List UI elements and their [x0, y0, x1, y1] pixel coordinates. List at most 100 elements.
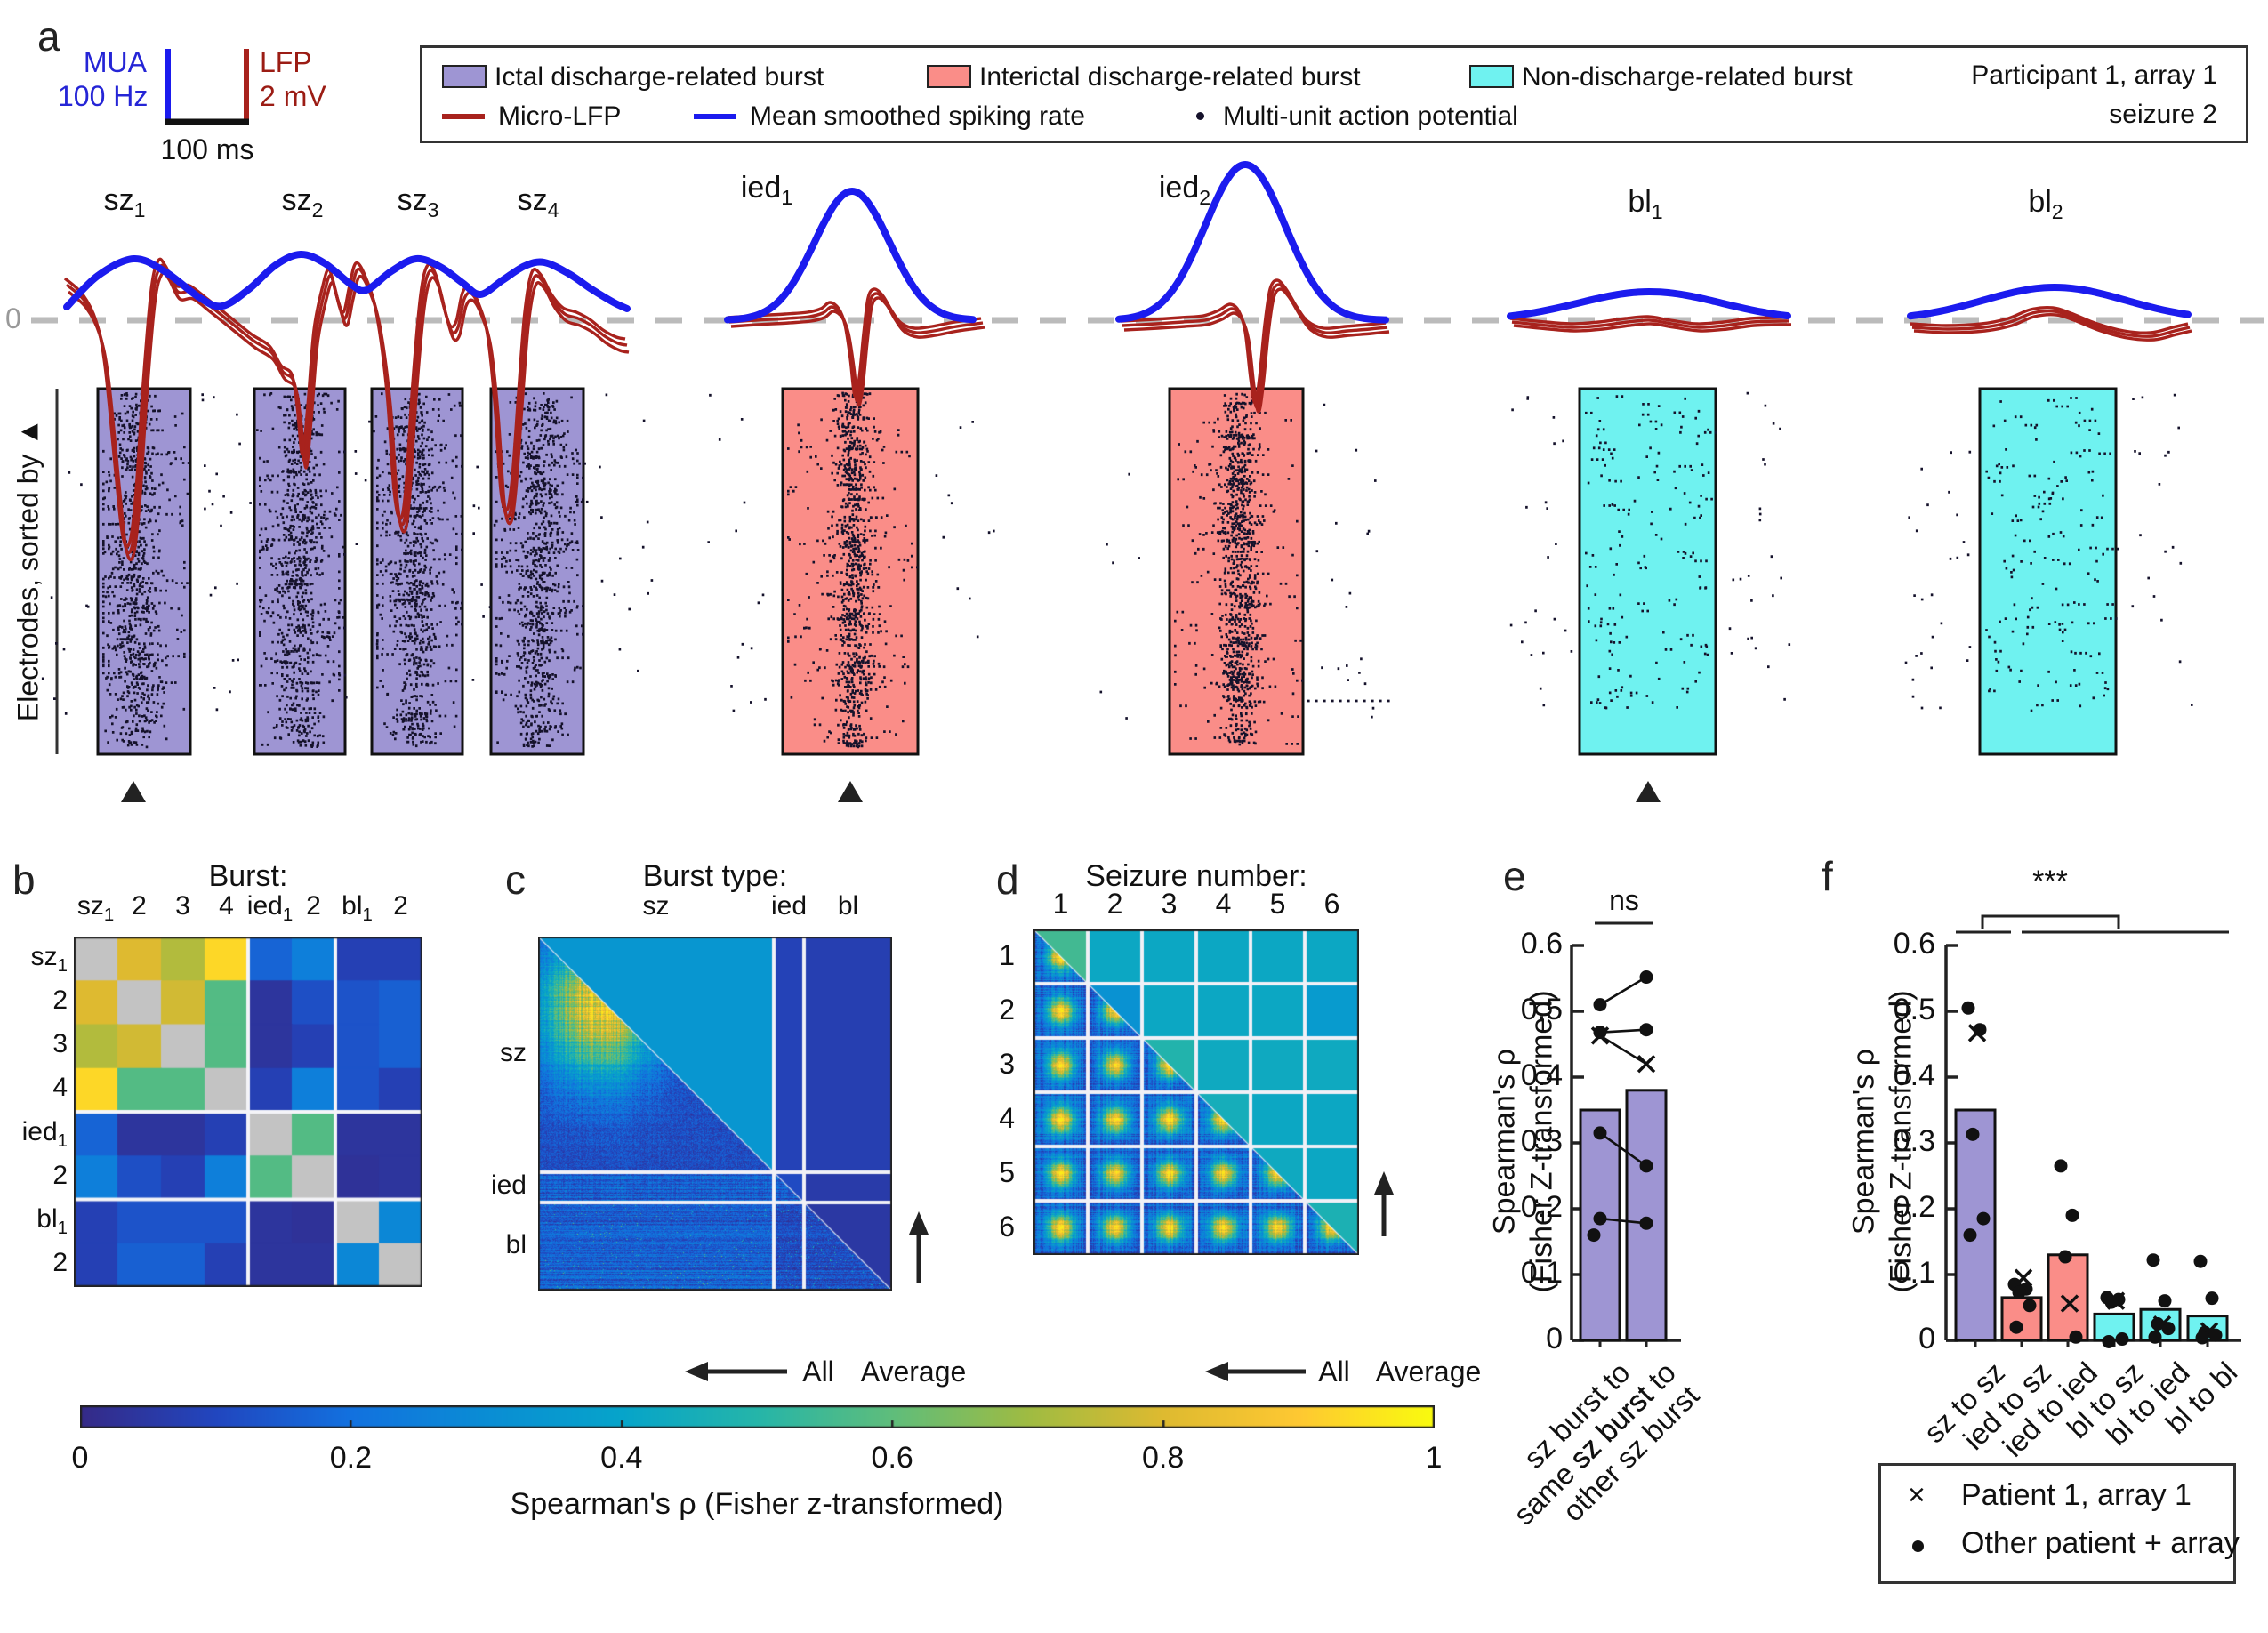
- panel-d-title: Seizure number:: [1085, 859, 1307, 893]
- b-col-label-4: ied1: [246, 891, 294, 925]
- c-row-label-sz: sz: [500, 1037, 527, 1067]
- rate-trace-sz: [63, 251, 631, 312]
- d-col-label-6: 6: [1323, 888, 1340, 920]
- e-point-l-3: [1593, 1126, 1607, 1140]
- panel-letter-e: e: [1503, 853, 1526, 899]
- b-col-label-0: sz1: [76, 891, 115, 925]
- panel-letter-d: d: [996, 857, 1019, 903]
- b-row-label-5: 2: [52, 1160, 68, 1190]
- sort-marker-triangle-0: [121, 781, 146, 802]
- legend-swatch-non: [1469, 65, 1514, 88]
- f-ytick-label-0.2: 0.2: [1893, 1190, 1935, 1224]
- f-legend-label-other: Other patient + array: [1961, 1526, 2240, 1560]
- e-bar-1: [1625, 1089, 1668, 1342]
- group-label-bl1: bl1: [1628, 185, 1663, 223]
- panel-d-average-label: Average: [1375, 1355, 1482, 1388]
- rate-trace-1: [1115, 161, 1389, 324]
- legend-line-mua: [694, 114, 736, 119]
- e-point-r-1: [1639, 1023, 1653, 1037]
- colorbar-tick-0.4: 0.4: [600, 1441, 643, 1475]
- d-all-arrow-head: [1205, 1362, 1228, 1381]
- ns-annotation: ns: [1609, 884, 1639, 916]
- legend-label-map: Multi-unit action potential: [1223, 101, 1518, 131]
- panel-letter-c: c: [505, 857, 526, 903]
- d-row-label-3: 3: [999, 1047, 1015, 1080]
- group-label-sz2: sz2: [281, 183, 324, 221]
- e-point-l-0: [1593, 998, 1607, 1012]
- mua-scale-value: 100 Hz: [58, 80, 149, 112]
- legend-label-lfp: Micro-LFP: [498, 101, 622, 131]
- b-row-label-4: ied1: [21, 1116, 68, 1151]
- colorbar: [80, 1405, 1435, 1428]
- d-col-label-3: 3: [1161, 888, 1178, 920]
- e-pair-line-4: [1599, 1217, 1647, 1225]
- burst-window-non-6: [1578, 387, 1717, 756]
- e-ytick-label-0.6: 0.6: [1520, 927, 1563, 961]
- b-col-label-6: bl1: [342, 891, 373, 925]
- burst-matrix-heatmap: [74, 937, 422, 1287]
- c-row-label-bl: bl: [505, 1229, 527, 1259]
- lfp-trace-bl2-2: [1913, 313, 2192, 342]
- f-sig-bracket: [1981, 914, 2120, 929]
- f-dot-4-0: [2146, 1253, 2160, 1267]
- e-ytick-label-0.5: 0.5: [1520, 993, 1563, 1026]
- f-dot-0-0: [1961, 1001, 1975, 1015]
- f-dot-2-2: [2058, 1250, 2072, 1264]
- b-row-label-2: 3: [52, 1029, 68, 1059]
- c-all-arrow-head: [685, 1362, 708, 1381]
- rate-trace-2: [1507, 288, 1791, 320]
- c-average-arrow-head: [909, 1211, 929, 1235]
- f-dot-2-3: [2069, 1330, 2083, 1344]
- f-ytick-label-0: 0: [1918, 1322, 1935, 1355]
- e-ylabel-2: (Fisher Z-transformed): [1524, 990, 1559, 1293]
- b-row-label-1: 2: [52, 985, 68, 1015]
- d-col-label-5: 5: [1269, 888, 1286, 920]
- e-point-extra-0: [1587, 1228, 1601, 1243]
- f-x-5-0: [2200, 1322, 2219, 1340]
- d-row-label-4: 4: [999, 1101, 1015, 1134]
- panel-c-all-label: All: [802, 1355, 834, 1388]
- c-col-label-ied: ied: [770, 891, 808, 921]
- x-marker-glyph: ×: [1908, 1478, 1926, 1512]
- f-ylabel-2: (Fisher Z-transformed): [1884, 990, 1918, 1293]
- f-dot-3-4: [2102, 1334, 2116, 1348]
- d-average-arrow-head: [1374, 1171, 1394, 1195]
- e-ytick-label-0: 0: [1546, 1322, 1563, 1355]
- e-ylabel-1: Spearman's ρ: [1487, 1048, 1522, 1235]
- f-dot-1-4: [2009, 1320, 2023, 1334]
- legend-line-lfp: [442, 114, 485, 119]
- f-dot-5-1: [2205, 1291, 2219, 1306]
- sort-marker-triangle-2: [1636, 781, 1661, 802]
- group-label-sz4: sz4: [517, 183, 559, 221]
- f-ytick-label-0.6: 0.6: [1893, 927, 1935, 961]
- f-dot-1-2: [2012, 1285, 2026, 1299]
- panel-c-title: Burst type:: [642, 859, 788, 893]
- b-col-label-2: 3: [175, 891, 190, 921]
- panel-b-title: Burst:: [208, 859, 288, 893]
- zero-baseline-label: 0: [5, 302, 21, 334]
- dot-marker-glyph: [1912, 1540, 1924, 1552]
- e-point-r-3: [1639, 1159, 1653, 1173]
- legend-label-interictal: Interictal discharge-related burst: [979, 62, 1361, 92]
- lfp-trace-bl1-0: [1509, 315, 1789, 326]
- burst-type-matrix-heatmap: [538, 937, 892, 1291]
- burst-window-non-7: [1978, 387, 2118, 756]
- legend-label-non: Non-discharge-related burst: [1522, 62, 1853, 92]
- group-label-ied2: ied2: [1158, 171, 1211, 209]
- d-row-label-1: 1: [999, 938, 1015, 971]
- b-col-label-1: 2: [132, 891, 147, 921]
- seizure-number-matrix-heatmap: [1033, 929, 1359, 1255]
- e-point-l-1: [1593, 1026, 1607, 1040]
- seizure-label: seizure 2: [2109, 100, 2217, 129]
- time-scale-label: 100 ms: [160, 133, 254, 165]
- legend-swatch-ictal: [442, 65, 487, 88]
- f-dot-2-0: [2054, 1159, 2068, 1173]
- rate-trace-0: [724, 188, 977, 324]
- d-row-label-5: 5: [999, 1155, 1015, 1188]
- rate-trace-3: [1907, 284, 2192, 320]
- e-point-r-4: [1639, 1216, 1653, 1230]
- f-dot-4-4: [2148, 1330, 2162, 1344]
- lfp-trace-ied1-0: [727, 287, 982, 398]
- lfp-scale-value: 2 mV: [260, 80, 326, 112]
- legend-swatch-interictal: [927, 65, 971, 88]
